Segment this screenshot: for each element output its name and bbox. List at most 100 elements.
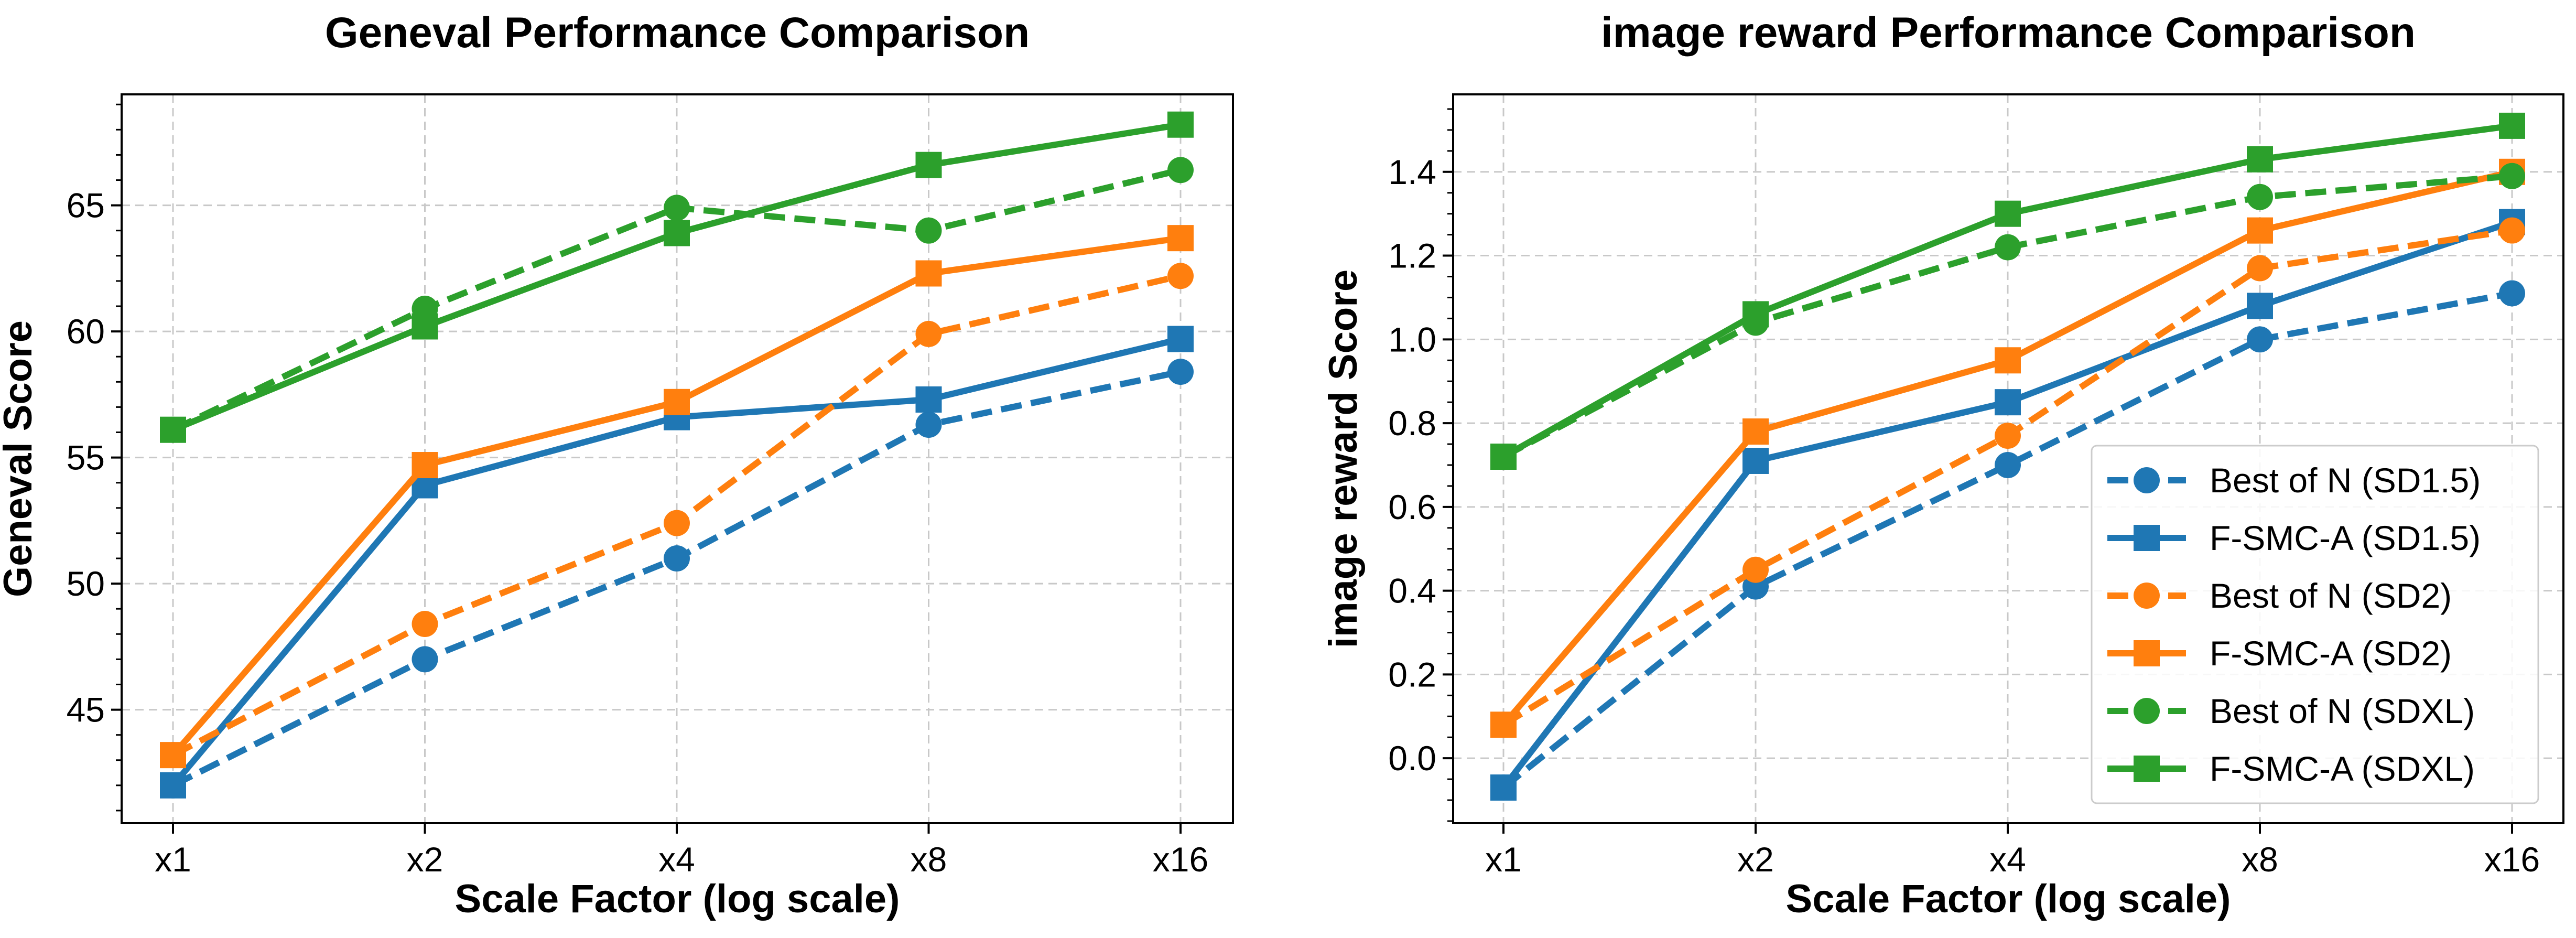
data-point bbox=[664, 510, 690, 536]
legend-marker bbox=[2134, 525, 2160, 551]
y-tick-label: 1.4 bbox=[1388, 153, 1436, 191]
y-tick-label: 0.8 bbox=[1388, 404, 1436, 443]
y-axis-label: Geneval Score bbox=[0, 320, 40, 597]
data-point bbox=[1995, 423, 2021, 449]
data-point bbox=[2499, 163, 2525, 189]
y-tick-label: 1.2 bbox=[1388, 236, 1436, 275]
legend-marker bbox=[2134, 583, 2160, 609]
legend-label: F-SMC-A (SDXL) bbox=[2210, 749, 2475, 788]
series-line bbox=[1501, 290, 2513, 790]
x-tick-label: x8 bbox=[911, 840, 947, 879]
y-tick-label: 45 bbox=[67, 691, 105, 729]
data-point bbox=[1742, 556, 1769, 583]
legend-label: F-SMC-A (SD1.5) bbox=[2210, 519, 2481, 557]
plot-frame bbox=[1452, 93, 2564, 824]
data-point bbox=[412, 313, 438, 340]
legend-label: Best of N (SD2) bbox=[2210, 576, 2452, 615]
data-point bbox=[915, 260, 942, 287]
x-tick-label: x2 bbox=[1737, 840, 1774, 879]
data-point bbox=[2247, 146, 2273, 172]
data-point bbox=[160, 742, 186, 769]
data-point bbox=[1742, 301, 1769, 328]
x-axis-label: Scale Factor (log scale) bbox=[455, 877, 900, 921]
y-tick-label: 0.0 bbox=[1388, 739, 1436, 778]
data-point bbox=[412, 611, 438, 638]
data-point bbox=[2247, 293, 2273, 319]
chart-title: Geneval Performance Comparison bbox=[325, 9, 1030, 57]
data-point bbox=[1995, 347, 2021, 374]
plot-frame bbox=[121, 93, 1234, 824]
data-point bbox=[1167, 263, 1194, 289]
data-point bbox=[2247, 326, 2273, 353]
legend: Best of N (SD1.5) F-SMC-A (SD1.5) Best of … bbox=[2091, 445, 2539, 804]
data-point bbox=[1995, 451, 2021, 478]
y-tick-label: 65 bbox=[67, 186, 105, 225]
data-point bbox=[412, 452, 438, 479]
series-f-smc-a-sdxl bbox=[1490, 112, 2525, 470]
data-point bbox=[664, 220, 690, 246]
data-point bbox=[1742, 418, 1769, 445]
legend-item: F-SMC-A (SD2) bbox=[2107, 634, 2452, 673]
geneval-chart: 45 50 55 60 65 x1 x2 x4 x8 x16 Geneval Performance… bbox=[0, 9, 1234, 921]
data-point bbox=[664, 389, 690, 415]
data-point bbox=[2247, 255, 2273, 282]
data-point bbox=[915, 386, 942, 413]
x-tick-label: x8 bbox=[2242, 840, 2278, 879]
data-point bbox=[1995, 200, 2021, 227]
data-point bbox=[915, 217, 942, 244]
x-tick-label: x16 bbox=[1153, 840, 1208, 879]
data-point bbox=[915, 152, 942, 178]
x-tick-label: x2 bbox=[407, 840, 443, 879]
y-axis-label: image reward Score bbox=[1321, 269, 1366, 648]
data-point bbox=[1167, 225, 1194, 252]
data-point bbox=[412, 646, 438, 673]
data-point bbox=[160, 772, 186, 799]
legend-marker bbox=[2134, 756, 2160, 782]
y-tick-label: 0.2 bbox=[1388, 655, 1436, 694]
series-best-of-n-sd2 bbox=[160, 263, 1194, 769]
data-point bbox=[160, 416, 186, 443]
x-tick-label: x4 bbox=[1989, 840, 2026, 879]
series-f-smc-a-sdxl bbox=[160, 111, 1194, 443]
data-point bbox=[1490, 444, 1517, 470]
series-f-smc-a-sd1-5 bbox=[160, 326, 1194, 799]
data-point bbox=[915, 320, 942, 347]
x-tick-label: x4 bbox=[658, 840, 695, 879]
data-point bbox=[664, 195, 690, 221]
data-point bbox=[2247, 217, 2273, 244]
legend-item: F-SMC-A (SDXL) bbox=[2107, 749, 2475, 788]
gridlines bbox=[122, 94, 1233, 823]
data-point bbox=[1995, 389, 2021, 416]
y-tick-label: 55 bbox=[67, 438, 105, 477]
legend-marker bbox=[2134, 698, 2160, 724]
legend-label: F-SMC-A (SD2) bbox=[2210, 634, 2452, 673]
legend-marker bbox=[2134, 467, 2160, 493]
data-point bbox=[1995, 234, 2021, 261]
y-tick-label: 0.6 bbox=[1388, 488, 1436, 526]
data-point bbox=[1167, 157, 1194, 184]
legend-label: Best of N (SD1.5) bbox=[2210, 461, 2481, 500]
data-point bbox=[1167, 111, 1194, 138]
legend-item: Best of N (SD1.5) bbox=[2107, 461, 2481, 500]
series-f-smc-a-sd2 bbox=[160, 225, 1194, 769]
data-point bbox=[1490, 711, 1517, 738]
y-tick-label: 1.0 bbox=[1388, 320, 1436, 359]
x-axis-label: Scale Factor (log scale) bbox=[1786, 877, 2231, 921]
data-point bbox=[2247, 184, 2273, 210]
x-tick-label: x1 bbox=[155, 840, 191, 879]
x-tick-label: x1 bbox=[1485, 840, 1522, 879]
y-tick-label: 0.4 bbox=[1388, 572, 1436, 610]
legend-item: Best of N (SDXL) bbox=[2107, 692, 2475, 730]
legend-box bbox=[2091, 445, 2539, 804]
legend-item: Best of N (SD2) bbox=[2107, 576, 2452, 615]
data-point bbox=[2499, 217, 2525, 244]
data-point bbox=[1742, 447, 1769, 474]
x-tick-label: x16 bbox=[2484, 840, 2540, 879]
legend-marker bbox=[2134, 640, 2160, 666]
data-point bbox=[915, 412, 942, 438]
chart-title: image reward Performance Comparison bbox=[1601, 9, 2416, 57]
data-point bbox=[2499, 280, 2525, 307]
data-point bbox=[1490, 774, 1517, 801]
image-reward-chart: 0.0 0.2 0.4 0.6 0.8 1.0 1.2 1.4 x1 x2 x4 x8 x16 image… bbox=[1321, 9, 2564, 921]
